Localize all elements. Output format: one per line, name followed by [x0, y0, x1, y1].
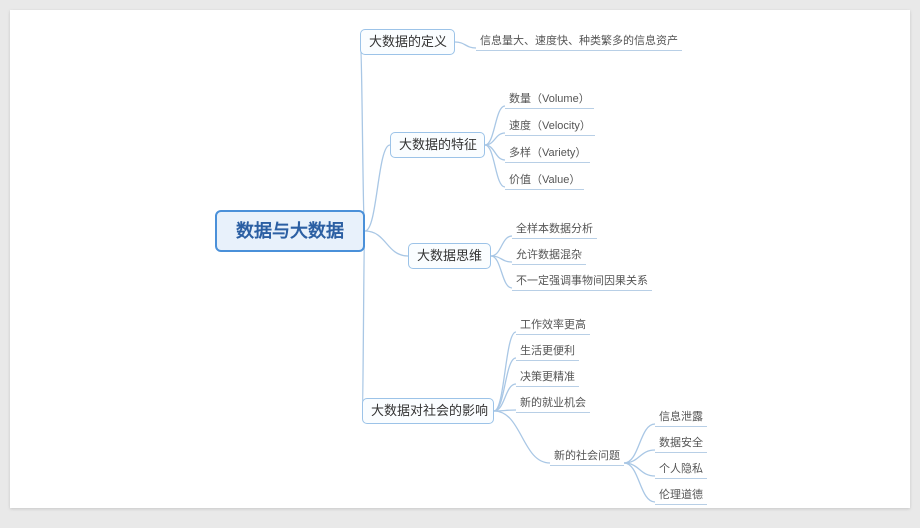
leaf-node: 生活更便利 [516, 342, 579, 361]
leaf-node: 新的就业机会 [516, 394, 590, 413]
branch-node: 大数据的定义 [360, 29, 455, 55]
leaf-node: 数据安全 [655, 434, 707, 453]
leaf-node: 价值（Value） [505, 171, 584, 190]
leaf-node: 工作效率更高 [516, 316, 590, 335]
mindmap-canvas: 数据与大数据 大数据的定义 信息量大、速度快、种类繁多的信息资产大数据的特征 数量（V… [10, 10, 910, 508]
leaf-node: 多样（Variety） [505, 144, 590, 163]
leaf-node: 全样本数据分析 [512, 220, 597, 239]
branch-node: 大数据对社会的影响 [362, 398, 494, 424]
leaf-node: 速度（Velocity） [505, 117, 595, 136]
leaf-node: 不一定强调事物间因果关系 [512, 272, 652, 291]
branch-node: 大数据思维 [408, 243, 491, 269]
leaf-node: 数量（Volume） [505, 90, 594, 109]
leaf-node: 允许数据混杂 [512, 246, 586, 265]
leaf-node: 信息泄露 [655, 408, 707, 427]
leaf-node: 个人隐私 [655, 460, 707, 479]
branch-node: 大数据的特征 [390, 132, 485, 158]
leaf-node: 信息量大、速度快、种类繁多的信息资产 [476, 32, 682, 51]
root-node: 数据与大数据 [215, 210, 365, 252]
leaf-node: 伦理道德 [655, 486, 707, 505]
leaf-node: 决策更精准 [516, 368, 579, 387]
leaf-node: 新的社会问题 [550, 447, 624, 466]
